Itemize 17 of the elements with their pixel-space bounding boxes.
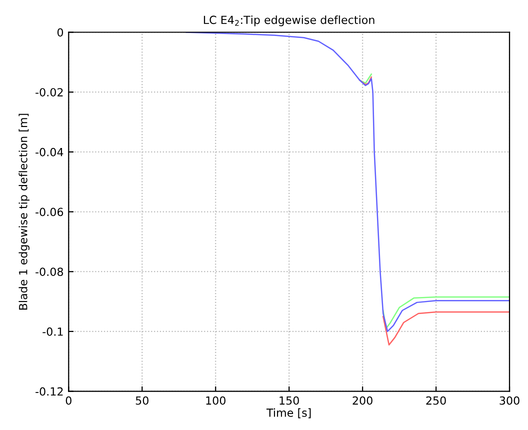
x-tick-label: 50	[136, 396, 148, 405]
y-axis-title: Blade 1 edgewise tip deflection [m]	[18, 114, 30, 310]
x-tick-label: 200	[352, 396, 372, 405]
chart-title: LC E4$_{2}$:Tip edgewise deflection	[204, 15, 374, 26]
y-tick-label: -0.02	[36, 88, 63, 96]
x-tick-label: 150	[280, 396, 299, 405]
y-tick-label: -0.12	[36, 387, 63, 396]
y-tick-label: -0.08	[36, 268, 64, 276]
x-tick-label: 100	[206, 396, 226, 405]
y-tick-label: -0.06	[36, 208, 64, 216]
x-tick-label: 300	[500, 396, 520, 405]
y-tick-label: -0.1	[42, 327, 63, 336]
x-tick-label: 0	[66, 396, 72, 405]
y-tick-label: 0	[57, 28, 64, 37]
y-tick-label: -0.04	[36, 148, 64, 156]
x-axis-title: Time [s]	[266, 408, 311, 418]
x-tick-label: 250	[426, 396, 446, 405]
